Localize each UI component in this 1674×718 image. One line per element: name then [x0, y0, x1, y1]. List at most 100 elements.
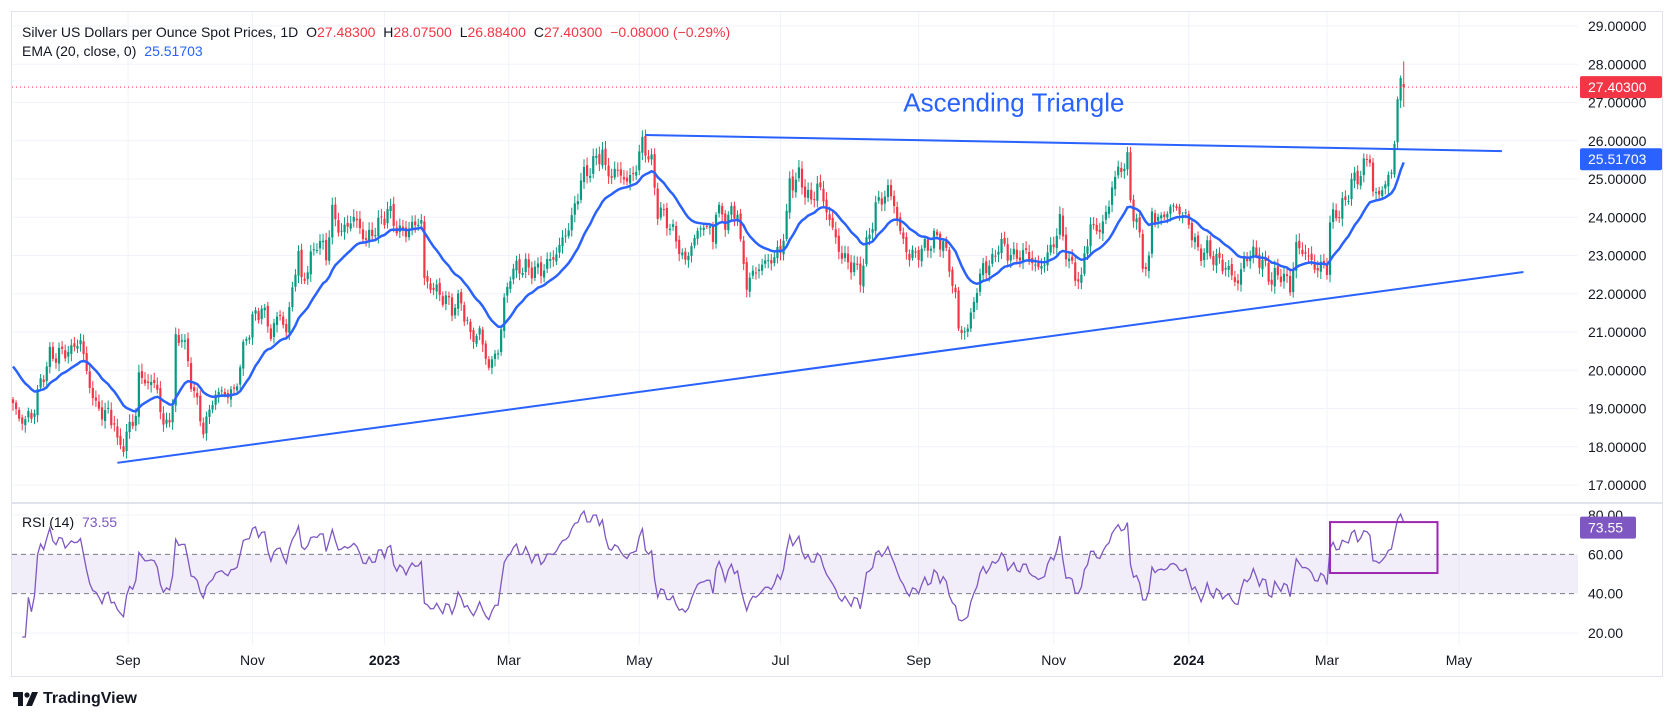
candle-body [1356, 170, 1359, 185]
candle-body [364, 238, 368, 240]
candle-body [641, 136, 644, 153]
candle-body [352, 216, 355, 222]
rsi-legend[interactable]: RSI (14) 73.55 [22, 513, 121, 531]
candle-body [263, 307, 266, 311]
candle-body [920, 248, 923, 262]
candle-body [1347, 201, 1350, 203]
candle-body [1046, 252, 1049, 266]
candle-body [137, 372, 140, 417]
candle-body [1129, 152, 1132, 201]
upper-trendline[interactable] [645, 134, 1502, 153]
candle-body [714, 214, 718, 244]
candle-body [675, 226, 678, 242]
candle-body [954, 287, 957, 293]
candle-body [948, 249, 951, 272]
candle-body [220, 390, 223, 392]
candle-body [527, 259, 530, 268]
candle-body [472, 330, 475, 342]
candle-body [592, 156, 595, 174]
candle-body [272, 323, 276, 337]
candle-body [1209, 240, 1212, 257]
price-axis[interactable]: 29.00000 28.00000 27.00000 26.00000 25.00000… [1588, 18, 1647, 493]
candle-body [1012, 248, 1015, 255]
candle-body [776, 247, 779, 259]
candle-body [392, 203, 395, 226]
candle-body [331, 204, 334, 238]
rsi-tick-label: 60.00 [1588, 546, 1623, 562]
candle-body [782, 240, 785, 255]
time-axis[interactable]: Sep Nov 2023 Mar May Jul Sep Nov 2024 Mar May [116, 652, 1473, 668]
rsi-tag: 73.55 [1580, 516, 1636, 539]
candle-body [816, 183, 819, 201]
candle-body [543, 270, 546, 278]
time-tick-label: 2024 [1173, 652, 1204, 668]
candle-body [285, 324, 288, 333]
candle-body [275, 316, 279, 325]
candle-body [690, 246, 693, 256]
tradingview-brand: TradingView [43, 690, 137, 707]
ohlc-legend[interactable]: Silver US Dollars per Ounce Spot Prices,… [22, 23, 734, 41]
candle-body [850, 262, 853, 273]
candle-body [659, 207, 662, 218]
candle-body [1199, 248, 1203, 261]
candle-body [107, 407, 110, 409]
rsi-tick-label: 40.00 [1588, 586, 1623, 602]
lower-trendline[interactable] [117, 270, 1524, 464]
candle-body [1224, 267, 1227, 270]
candle-body [223, 391, 226, 395]
candle-body [708, 226, 711, 229]
candle-body [128, 421, 131, 433]
candle-body [1316, 268, 1319, 271]
candle-body [1150, 211, 1154, 254]
candle-body [1114, 176, 1117, 190]
candle-body [457, 293, 460, 309]
pattern-label[interactable]: Ascending Triangle [903, 88, 1124, 118]
candle-body [966, 328, 969, 332]
candle-body [1107, 206, 1111, 214]
candle-body [450, 297, 454, 316]
candle-body [300, 249, 303, 278]
candle-body [438, 282, 441, 295]
candle-body [1003, 238, 1006, 244]
candle-body [131, 421, 134, 427]
candle-body [1043, 264, 1046, 266]
candle-body [217, 391, 220, 396]
ema-tag: 25.51703 [1580, 148, 1662, 171]
candle-body [248, 337, 251, 340]
candle-body [343, 224, 346, 233]
candle-body [1098, 229, 1101, 233]
candle-body [840, 253, 843, 259]
candle-body [269, 328, 272, 339]
candle-body [935, 231, 939, 236]
candle-body [113, 423, 116, 425]
candle-body [334, 204, 337, 220]
candle-body [813, 199, 816, 201]
time-tick-label: Nov [240, 652, 265, 668]
candle-body [576, 201, 579, 205]
candle-body [371, 229, 374, 236]
candle-body [1206, 240, 1209, 254]
tradingview-logo[interactable]: TradingView [13, 690, 137, 708]
candle-body [561, 237, 564, 247]
candle-body [1325, 264, 1329, 275]
candle-body [1310, 253, 1313, 260]
candle-body [1049, 244, 1052, 253]
candle-body [555, 254, 558, 262]
ema-legend[interactable]: EMA (20, close, 0) 25.51703 [22, 42, 207, 60]
candle-body [1126, 152, 1129, 170]
candle-body [1138, 217, 1141, 233]
candle-body [1104, 211, 1108, 220]
candle-body [892, 195, 896, 207]
candle-body [899, 217, 902, 231]
candle-body [800, 168, 804, 188]
candle-body [484, 343, 487, 359]
rsi-highlight-box[interactable] [1329, 521, 1439, 575]
candle-body [1157, 216, 1160, 221]
candle-body [156, 384, 159, 390]
candle-body [478, 328, 481, 335]
candle-body [496, 353, 500, 355]
candle-body [411, 221, 414, 229]
candle-body [36, 389, 39, 416]
price-tick-label: 23.00000 [1588, 248, 1647, 264]
